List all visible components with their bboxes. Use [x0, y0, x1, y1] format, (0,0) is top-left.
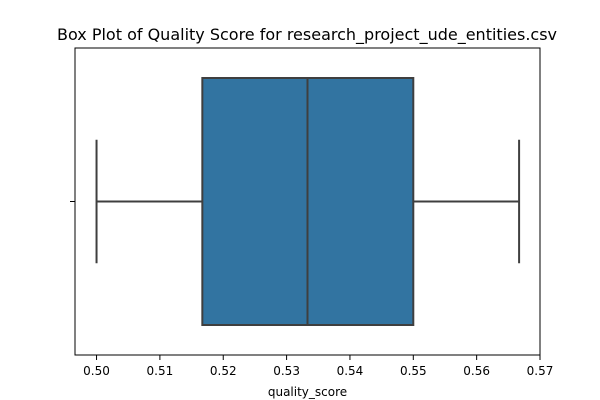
- x-tick-label: 0.53: [273, 364, 300, 378]
- chart-title: Box Plot of Quality Score for research_p…: [57, 25, 557, 45]
- x-tick-label: 0.55: [400, 364, 427, 378]
- x-tick-label: 0.50: [83, 364, 110, 378]
- x-tick-label: 0.51: [147, 364, 174, 378]
- box-group: [95, 77, 521, 326]
- x-axis-ticks: 0.50 0.51 0.52 0.53 0.54 0.55 0.56 0.57: [83, 355, 553, 378]
- x-tick-label: 0.52: [210, 364, 237, 378]
- x-tick-label: 0.56: [463, 364, 490, 378]
- x-axis-label: quality_score: [268, 385, 347, 399]
- x-tick-label: 0.54: [337, 364, 364, 378]
- x-tick-label: 0.57: [527, 364, 554, 378]
